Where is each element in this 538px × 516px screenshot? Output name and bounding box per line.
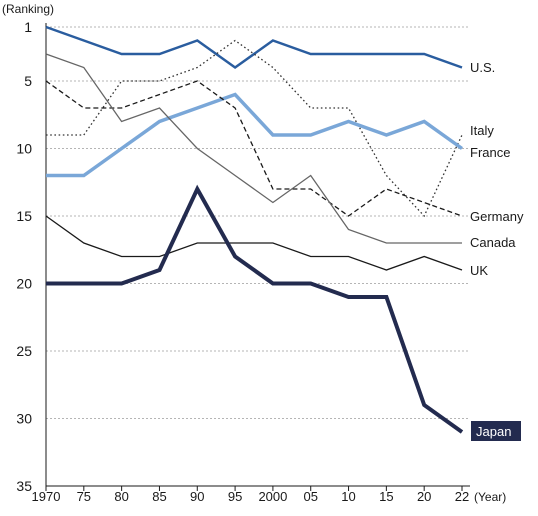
y-tick-label: 15 bbox=[16, 208, 32, 224]
x-tick-label: 80 bbox=[114, 489, 128, 504]
x-tick-label: 22 bbox=[455, 489, 469, 504]
x-tick-label: 95 bbox=[228, 489, 242, 504]
y-tick-label: 25 bbox=[16, 343, 32, 359]
series-label-italy: Italy bbox=[470, 123, 494, 138]
x-tick-label: 05 bbox=[303, 489, 317, 504]
y-tick-label: 30 bbox=[16, 411, 32, 427]
series-label-uk: UK bbox=[470, 263, 488, 278]
series-label-france: France bbox=[470, 145, 510, 160]
y-tick-label: 5 bbox=[24, 73, 32, 89]
series-line-uk bbox=[45, 215, 463, 271]
x-tick-label: 90 bbox=[190, 489, 204, 504]
x-axis-label: (Year) bbox=[474, 490, 506, 504]
y-tick-label: 35 bbox=[16, 478, 32, 494]
x-tick-label: 1970 bbox=[32, 489, 61, 504]
series-line-japan bbox=[46, 184, 464, 434]
series-label-germany: Germany bbox=[470, 209, 524, 224]
x-tick-label: 85 bbox=[152, 489, 166, 504]
series-line-italy bbox=[46, 39, 463, 218]
series-label-canada: Canada bbox=[470, 235, 516, 250]
x-tick-label: 15 bbox=[379, 489, 393, 504]
series-label-u-s: U.S. bbox=[470, 60, 495, 75]
x-tick-label: 75 bbox=[77, 489, 91, 504]
x-tick-label: 20 bbox=[417, 489, 431, 504]
series-line-u-s bbox=[45, 25, 463, 70]
series-line-france bbox=[46, 92, 464, 178]
x-tick-label: 2000 bbox=[258, 489, 287, 504]
y-tick-label: 20 bbox=[16, 276, 32, 292]
x-tick-labels: 1970 75 80 85 90 95 2000 05 10 15 20 22 bbox=[32, 486, 469, 504]
grid-lines bbox=[46, 26, 470, 419]
y-tick-label: 1 bbox=[24, 19, 32, 35]
series-line-canada bbox=[45, 53, 462, 244]
y-axis-label: (Ranking) bbox=[2, 2, 54, 16]
series-lines bbox=[45, 25, 464, 434]
x-tick-label: 10 bbox=[341, 489, 355, 504]
axes bbox=[45, 23, 470, 487]
y-tick-label: 10 bbox=[16, 141, 32, 157]
series-label-box-japan bbox=[471, 421, 521, 441]
series-label-japan: Japan bbox=[476, 424, 511, 439]
series-labels: U.S. Italy France Germany Canada UK Japan bbox=[470, 60, 524, 441]
